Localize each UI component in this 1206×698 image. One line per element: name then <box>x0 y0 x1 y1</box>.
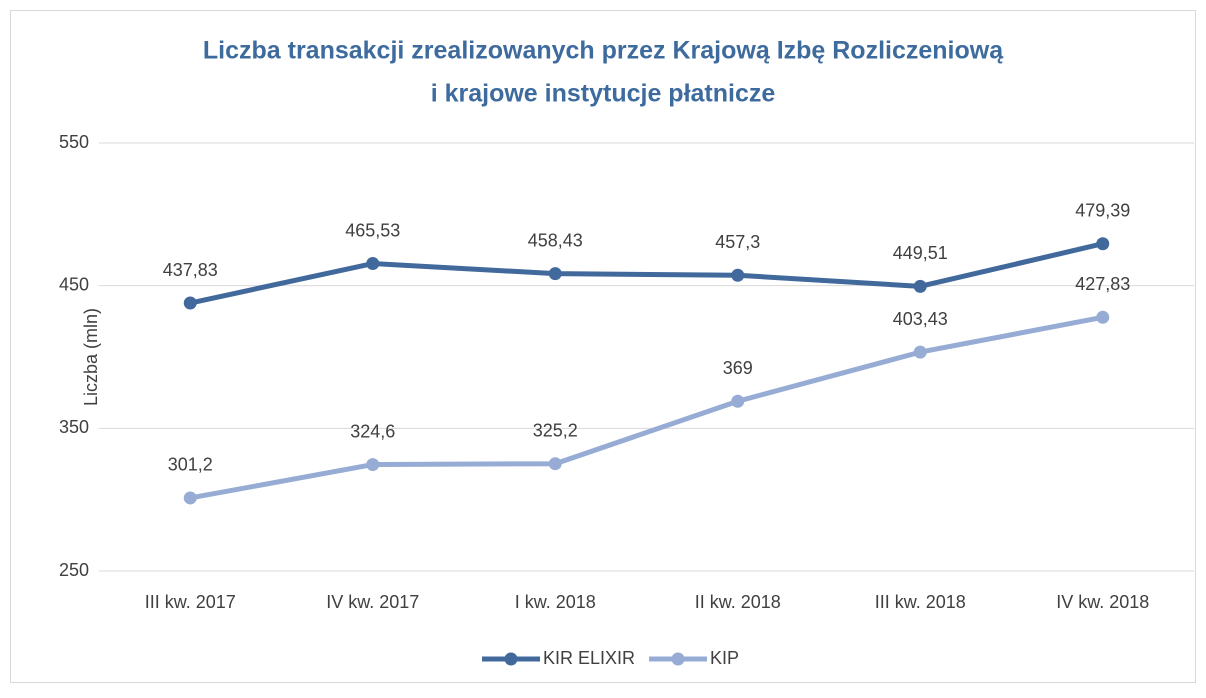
x-tick-label: II kw. 2018 <box>695 592 781 612</box>
chart-border <box>10 10 1196 683</box>
data-label: 403,43 <box>893 309 948 329</box>
data-label: 301,2 <box>168 455 213 475</box>
y-tick-label: 350 <box>59 417 89 437</box>
marker <box>1096 310 1110 324</box>
x-tick-label: IV kw. 2017 <box>326 592 419 612</box>
legend-marker <box>504 652 518 666</box>
y-tick-label: 450 <box>59 274 89 294</box>
data-label: 325,2 <box>533 420 578 440</box>
marker <box>548 457 562 471</box>
x-tick-label: III kw. 2017 <box>145 592 236 612</box>
data-label: 457,3 <box>715 232 760 252</box>
data-label: 449,51 <box>893 243 948 263</box>
x-tick-label: III kw. 2018 <box>875 592 966 612</box>
marker <box>366 257 380 271</box>
data-label: 437,83 <box>163 260 218 280</box>
data-label: 324,6 <box>350 421 395 441</box>
marker <box>913 345 927 359</box>
data-label: 465,53 <box>345 220 400 240</box>
data-label: 427,83 <box>1075 274 1130 294</box>
marker <box>366 458 380 472</box>
legend-label: KIP <box>710 648 739 668</box>
marker <box>183 296 197 310</box>
chart-title: Liczba transakcji zrealizowanych przez K… <box>203 37 1004 65</box>
y-tick-label: 550 <box>59 132 89 152</box>
line <box>189 314 1104 501</box>
marker <box>731 268 745 282</box>
line <box>189 241 1104 306</box>
x-tick-label: I kw. 2018 <box>515 592 596 612</box>
marker <box>548 267 562 281</box>
legend-marker <box>671 652 685 666</box>
x-tick-label: IV kw. 2018 <box>1056 592 1149 612</box>
data-label: 458,43 <box>528 230 583 250</box>
y-axis-label: Liczba (mln) <box>81 308 101 406</box>
legend-label: KIR ELIXIR <box>543 648 635 668</box>
y-tick-label: 250 <box>59 560 89 580</box>
marker <box>183 491 197 505</box>
data-label: 479,39 <box>1075 200 1130 220</box>
chart-title: i krajowe instytucje płatnicze <box>431 80 776 108</box>
marker <box>731 394 745 408</box>
marker <box>1096 237 1110 251</box>
data-label: 369 <box>723 358 753 378</box>
marker <box>913 279 927 293</box>
